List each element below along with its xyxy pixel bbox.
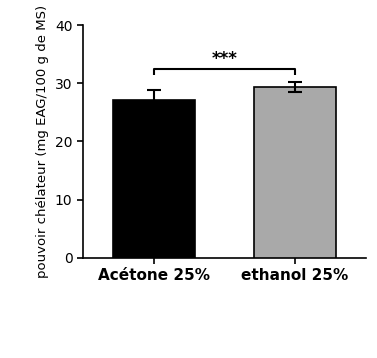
Bar <box>254 87 336 258</box>
Text: ***: *** <box>211 49 237 68</box>
Y-axis label: pouvoir chélateur (mg EAG/100 g de MS): pouvoir chélateur (mg EAG/100 g de MS) <box>36 5 49 278</box>
Bar <box>113 100 195 258</box>
